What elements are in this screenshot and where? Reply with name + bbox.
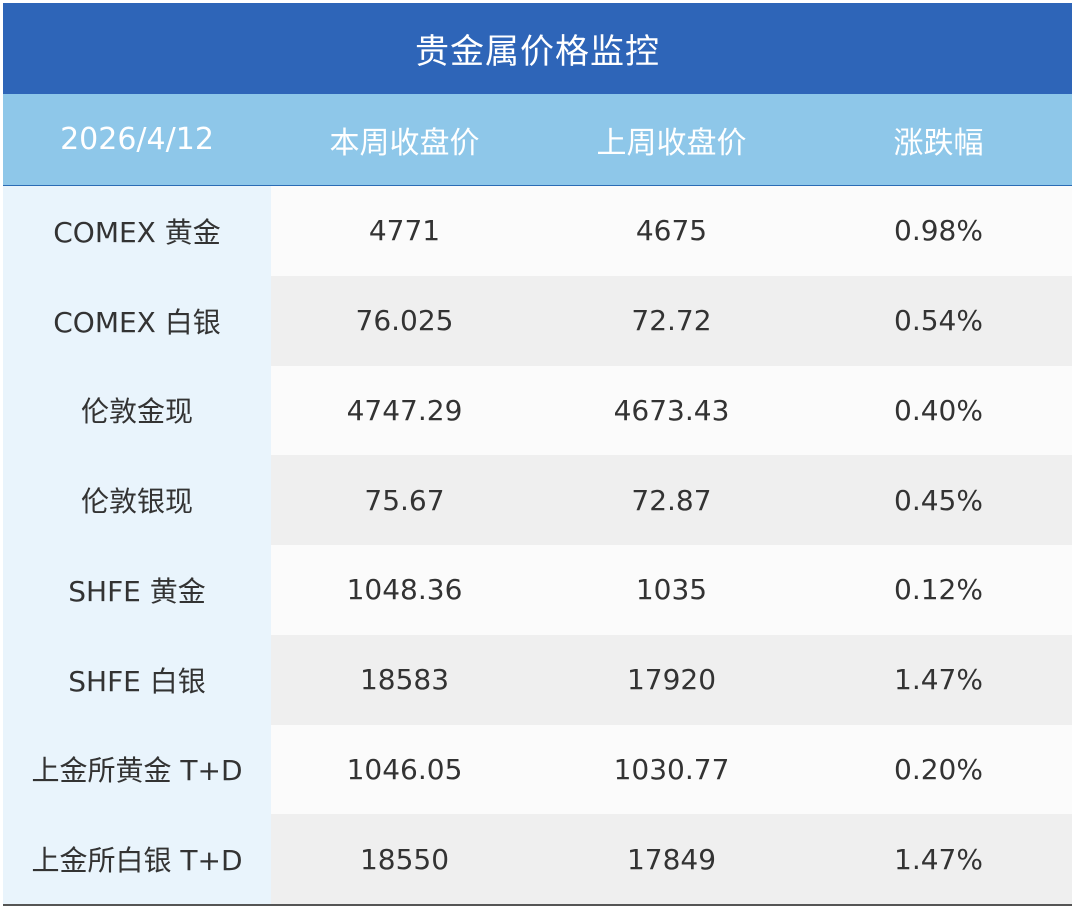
change-percent-cell: 0.40% xyxy=(894,393,983,427)
price-table-panel: 贵金属价格监控 2026/4/12 本周收盘价 上周收盘价 涨跌幅 COMEX … xyxy=(3,3,1072,906)
instrument-name-cell: 伦敦银现 xyxy=(3,455,271,545)
table-row: 上金所白银 T+D 18550 17849 1.47% xyxy=(3,814,1072,904)
this-week-close-cell: 75.67 xyxy=(364,483,445,517)
last-week-close-cell: 4675 xyxy=(635,214,708,248)
change-percent-cell: 0.54% xyxy=(894,304,983,338)
instrument-name-cell: 上金所黄金 T+D xyxy=(3,724,271,815)
instrument-name-cell: COMEX 白银 xyxy=(3,275,271,366)
this-week-close-cell: 18583 xyxy=(359,663,450,697)
instrument-name-cell: 上金所白银 T+D xyxy=(3,814,271,904)
change-percent-cell: 0.12% xyxy=(894,573,983,607)
table-row: COMEX 黄金 4771 4675 0.98% xyxy=(3,186,1072,276)
table-row: SHFE 黄金 1048.36 1035 0.12% xyxy=(3,545,1072,635)
last-week-close-cell: 17849 xyxy=(626,842,717,876)
header-this-week-close: 本周收盘价 xyxy=(329,125,480,161)
last-week-close-cell: 4673.43 xyxy=(613,393,730,427)
table-row: COMEX 白银 76.025 72.72 0.54% xyxy=(3,275,1072,366)
table-row: SHFE 白银 18583 17920 1.47% xyxy=(3,634,1072,725)
change-percent-cell: 0.20% xyxy=(894,752,983,786)
last-week-close-cell: 17920 xyxy=(626,663,717,697)
this-week-close-cell: 1046.05 xyxy=(346,752,463,786)
instrument-name-cell: SHFE 白银 xyxy=(3,634,271,725)
change-percent-cell: 1.47% xyxy=(894,842,983,876)
instrument-name-cell: 伦敦金现 xyxy=(3,365,271,456)
header-change-percent: 涨跌幅 xyxy=(893,125,984,161)
this-week-close-cell: 4771 xyxy=(368,214,441,248)
instrument-name-cell: COMEX 黄金 xyxy=(3,186,271,276)
last-week-close-cell: 72.72 xyxy=(631,304,712,338)
this-week-close-cell: 1048.36 xyxy=(346,573,463,607)
last-week-close-cell: 72.87 xyxy=(631,483,712,517)
table-header-row: 2026/4/12 本周收盘价 上周收盘价 涨跌幅 xyxy=(3,94,1072,187)
table-row: 伦敦银现 75.67 72.87 0.45% xyxy=(3,455,1072,545)
table-bottom-rule xyxy=(3,904,1072,906)
this-week-close-cell: 4747.29 xyxy=(346,393,463,427)
table-body: COMEX 黄金 4771 4675 0.98% COMEX 白银 76.025 72.72… xyxy=(3,186,1072,904)
table-title: 贵金属价格监控 xyxy=(3,3,1072,94)
header-last-week-close: 上周收盘价 xyxy=(596,125,747,161)
change-percent-cell: 0.45% xyxy=(894,483,983,517)
change-percent-cell: 0.98% xyxy=(894,214,983,248)
header-date: 2026/4/12 xyxy=(60,122,214,157)
change-percent-cell: 1.47% xyxy=(894,663,983,697)
this-week-close-cell: 76.025 xyxy=(355,304,454,338)
last-week-close-cell: 1030.77 xyxy=(613,752,730,786)
table-row: 伦敦金现 4747.29 4673.43 0.40% xyxy=(3,365,1072,456)
this-week-close-cell: 18550 xyxy=(359,842,450,876)
last-week-close-cell: 1035 xyxy=(635,573,708,607)
table-row: 上金所黄金 T+D 1046.05 1030.77 0.20% xyxy=(3,724,1072,815)
instrument-name-cell: SHFE 黄金 xyxy=(3,545,271,635)
